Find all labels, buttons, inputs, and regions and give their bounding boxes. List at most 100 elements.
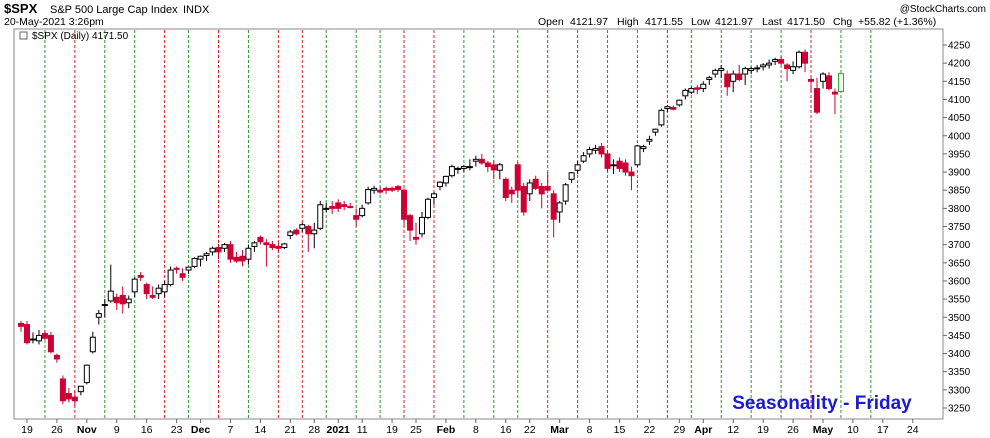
- candle-body: [77, 385, 84, 393]
- candle-body: [712, 69, 719, 75]
- candle-body: [377, 189, 384, 193]
- candle-body: [119, 294, 126, 305]
- candle: [784, 63, 791, 82]
- candle: [131, 277, 138, 298]
- candle: [508, 186, 515, 203]
- candle-body: [71, 396, 78, 402]
- candle: [526, 179, 533, 202]
- x-tick-label: Nov: [77, 424, 97, 436]
- candle-body: [490, 164, 497, 171]
- x-tick-label: 19: [757, 424, 769, 436]
- candle: [538, 182, 545, 209]
- candle-body: [233, 256, 240, 262]
- candle-body: [598, 146, 605, 155]
- candle: [454, 166, 461, 174]
- candle-body: [59, 378, 66, 402]
- candle-body: [502, 178, 509, 198]
- candle-body: [448, 166, 455, 177]
- candle: [448, 164, 455, 178]
- y-tick-label: 4050: [948, 113, 971, 124]
- candle-body: [658, 109, 665, 126]
- y-tick-label: 3500: [948, 313, 971, 324]
- candle-body: [53, 354, 60, 360]
- candle-body: [532, 178, 539, 189]
- candle: [161, 280, 168, 298]
- candle: [670, 105, 677, 111]
- candle-body: [215, 247, 222, 253]
- x-tick-label: 16: [141, 424, 153, 436]
- x-tick-label: 24: [907, 424, 919, 436]
- candle-body: [281, 243, 288, 249]
- candle: [299, 222, 306, 232]
- candle: [293, 228, 300, 236]
- candle: [281, 242, 288, 250]
- candle: [137, 271, 144, 281]
- candle: [532, 175, 539, 191]
- chg-label: Chg: [833, 16, 852, 28]
- candle: [778, 55, 785, 65]
- candle: [682, 88, 689, 100]
- index-name: S&P 500 Large Cap Index: [50, 4, 178, 16]
- candle: [550, 190, 557, 238]
- candle-body: [574, 164, 581, 171]
- x-tick-label: 19: [386, 424, 398, 436]
- candle-body: [580, 155, 587, 162]
- candle-body: [263, 242, 270, 246]
- open-label: Open: [538, 16, 564, 28]
- candle-body: [155, 287, 162, 295]
- candle-body: [694, 87, 701, 90]
- candle: [245, 244, 252, 265]
- x-tick-label: 17: [877, 424, 889, 436]
- candle: [18, 320, 24, 332]
- candle-body: [65, 392, 72, 400]
- y-tick-label: 3850: [948, 186, 971, 197]
- candle: [125, 295, 132, 309]
- y-tick-label: 3750: [948, 222, 971, 233]
- candle: [418, 211, 425, 238]
- candle: [628, 166, 635, 191]
- candle-body: [454, 167, 461, 170]
- candle: [407, 213, 414, 242]
- candle-body: [311, 229, 318, 235]
- candle-body: [317, 204, 324, 229]
- candle-body: [802, 51, 809, 64]
- candle: [610, 159, 617, 174]
- candle: [263, 239, 270, 267]
- candle-body: [754, 67, 761, 70]
- candle: [107, 264, 114, 303]
- candle-body: [125, 298, 132, 304]
- candle: [694, 84, 701, 95]
- candle: [825, 72, 832, 91]
- candle: [598, 143, 605, 158]
- candle-body: [251, 242, 258, 247]
- candle-body: [760, 64, 767, 68]
- y-tick-label: 3900: [948, 168, 971, 179]
- candle-body: [652, 128, 659, 133]
- candle-body: [586, 149, 593, 155]
- candle-body: [825, 75, 832, 90]
- candle: [730, 70, 737, 93]
- candle-body: [424, 198, 431, 218]
- candle-body: [670, 106, 677, 110]
- y-tick-label: 4200: [948, 59, 971, 70]
- candle: [179, 268, 186, 281]
- candle-body: [784, 64, 791, 70]
- candle: [317, 201, 324, 231]
- y-tick-label: 4250: [948, 41, 971, 52]
- candle: [754, 64, 761, 73]
- open-value: 4121.97: [570, 16, 608, 28]
- candle-body: [664, 106, 671, 110]
- legend: $SPX (Daily) 4171.50: [19, 31, 129, 42]
- candle: [466, 159, 473, 171]
- candle: [119, 286, 126, 314]
- y-tick-label: 3550: [948, 295, 971, 306]
- candle-body: [640, 146, 647, 149]
- candle: [430, 192, 437, 205]
- y-tick-label: 3650: [948, 258, 971, 269]
- candle: [83, 364, 90, 385]
- candle-body: [682, 89, 689, 97]
- candle: [442, 175, 449, 187]
- candle: [413, 222, 420, 245]
- candle: [335, 199, 342, 212]
- candle: [664, 104, 671, 113]
